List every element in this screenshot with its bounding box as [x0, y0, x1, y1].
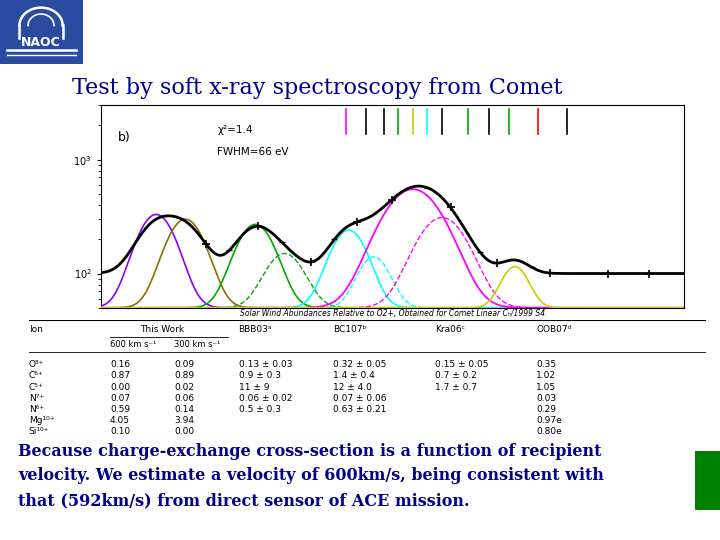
Text: Kra06ᶜ: Kra06ᶜ — [435, 325, 464, 334]
Text: 11 ± 9: 11 ± 9 — [238, 383, 269, 391]
Text: 0.14: 0.14 — [174, 405, 194, 414]
Text: 0.13 ± 0.03: 0.13 ± 0.03 — [238, 360, 292, 369]
Text: Test by soft x-ray spectroscopy from Comet: Test by soft x-ray spectroscopy from Com… — [72, 77, 562, 99]
Text: 1.7 ± 0.7: 1.7 ± 0.7 — [435, 383, 477, 391]
Text: 0.9 ± 0.3: 0.9 ± 0.3 — [238, 372, 281, 381]
Text: O⁸⁺: O⁸⁺ — [29, 360, 44, 369]
Text: OOB07ᵈ: OOB07ᵈ — [536, 325, 572, 334]
Text: 300 km s⁻¹: 300 km s⁻¹ — [174, 340, 220, 349]
Text: 0.15 ± 0.05: 0.15 ± 0.05 — [435, 360, 488, 369]
Text: BBB03ᵃ: BBB03ᵃ — [238, 325, 272, 334]
Text: C⁵⁺: C⁵⁺ — [29, 383, 43, 391]
Text: 0.89: 0.89 — [174, 372, 194, 381]
FancyBboxPatch shape — [0, 0, 83, 64]
Text: 0.32 ± 0.05: 0.32 ± 0.05 — [333, 360, 387, 369]
Text: 0.35: 0.35 — [536, 360, 557, 369]
Text: b): b) — [118, 131, 131, 144]
Text: 0.00: 0.00 — [110, 383, 130, 391]
Text: N⁷⁺: N⁷⁺ — [29, 394, 44, 403]
Text: Si¹⁰⁺: Si¹⁰⁺ — [29, 427, 49, 436]
Text: χ²=1.4: χ²=1.4 — [217, 125, 253, 136]
Text: N⁶⁺: N⁶⁺ — [29, 405, 44, 414]
Text: 3.94: 3.94 — [174, 416, 194, 425]
Text: 4.05: 4.05 — [110, 416, 130, 425]
Text: 0.7 ± 0.2: 0.7 ± 0.2 — [435, 372, 477, 381]
Text: 0.5 ± 0.3: 0.5 ± 0.3 — [238, 405, 281, 414]
Text: 0.07: 0.07 — [110, 394, 130, 403]
Text: FWHM=66 eV: FWHM=66 eV — [217, 147, 289, 157]
Text: This Work: This Work — [140, 325, 184, 334]
Text: 0.59: 0.59 — [110, 405, 130, 414]
Text: 0.00: 0.00 — [174, 427, 194, 436]
Text: 0.10: 0.10 — [110, 427, 130, 436]
Text: 1.05: 1.05 — [536, 383, 557, 391]
Text: 1.4 ± 0.4: 1.4 ± 0.4 — [333, 372, 375, 381]
Text: 0.07 ± 0.06: 0.07 ± 0.06 — [333, 394, 387, 403]
Text: 0.87: 0.87 — [110, 372, 130, 381]
Text: 1.02: 1.02 — [536, 372, 557, 381]
FancyBboxPatch shape — [695, 451, 720, 510]
Text: Solar Wind Abundances Relative to O2+, Obtained for Comet Linear Cₕ/1999 S4: Solar Wind Abundances Relative to O2+, O… — [240, 309, 545, 318]
Text: Mg¹⁰⁺: Mg¹⁰⁺ — [29, 416, 54, 425]
Text: 0.16: 0.16 — [110, 360, 130, 369]
Text: 0.29: 0.29 — [536, 405, 557, 414]
Text: C⁶⁺: C⁶⁺ — [29, 372, 43, 381]
Text: 0.09: 0.09 — [174, 360, 194, 369]
Text: 600 km s⁻¹: 600 km s⁻¹ — [110, 340, 156, 349]
Text: Ion: Ion — [29, 325, 42, 334]
Text: Because charge-exchange cross-section is a function of recipient
velocity. We es: Because charge-exchange cross-section is… — [18, 443, 604, 509]
Text: 0.06: 0.06 — [174, 394, 194, 403]
Text: 0.80e: 0.80e — [536, 427, 562, 436]
Text: BC107ᵇ: BC107ᵇ — [333, 325, 366, 334]
Text: 0.06 ± 0.02: 0.06 ± 0.02 — [238, 394, 292, 403]
Text: 12 ± 4.0: 12 ± 4.0 — [333, 383, 372, 391]
Text: 0.63 ± 0.21: 0.63 ± 0.21 — [333, 405, 387, 414]
Text: NAOC: NAOC — [21, 36, 61, 49]
FancyBboxPatch shape — [83, 0, 720, 64]
Text: 0.97e: 0.97e — [536, 416, 562, 425]
Text: 0.03: 0.03 — [536, 394, 557, 403]
Text: 0.02: 0.02 — [174, 383, 194, 391]
